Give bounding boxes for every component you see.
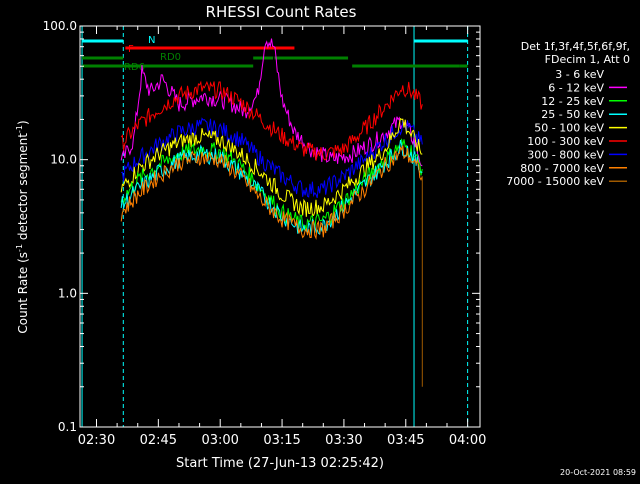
x-tick-label: 03:45	[387, 433, 424, 448]
x-tick-label: 03:30	[325, 433, 362, 448]
legend-entry-label: 6 - 12 keV	[548, 81, 604, 94]
legend-entry-label: 800 - 7000 keV	[520, 162, 604, 175]
x-tick-label: 02:45	[140, 433, 177, 448]
x-tick-label: 02:30	[78, 433, 115, 448]
x-tick-label: 04:00	[449, 433, 486, 448]
y-axis-label-sup: -1	[15, 244, 24, 252]
y-tick-label: 0.1	[58, 420, 77, 434]
y-axis-label-main: Count Rate (s	[16, 252, 30, 334]
y-tick-label: 10.0	[50, 153, 77, 167]
legend-entry-label: 3 - 6 keV	[555, 68, 604, 81]
axes-layer: 0.1 1.0 10.0 100.0 02:30 02:45 03:00 03:15 03:30…	[43, 19, 487, 448]
plot-frame	[79, 25, 481, 428]
y-axis-label-sup2: -1	[15, 125, 24, 133]
legend-layer: Det 1f,3f,4f,5f,6f,9f,FDecim 1, Att 0 3 -…	[506, 40, 630, 188]
legend-entry-label: 12 - 25 keV	[541, 95, 604, 108]
plot-timestamp: 20-Oct-2021 08:59	[560, 468, 636, 477]
legend-entry-label: 7000 - 15000 keV	[506, 175, 604, 188]
flag-label-rd0: RD0	[160, 52, 181, 63]
legend-entry-label: 25 - 50 keV	[541, 108, 604, 121]
series-line-4	[121, 117, 423, 199]
series-line-3	[120, 80, 423, 161]
series-line-6	[120, 138, 423, 232]
y-axis-label: Count Rate (s-1 detector segment-1)	[15, 120, 30, 333]
flag-label-f: F	[128, 44, 134, 55]
series-line-2	[120, 38, 423, 167]
x-tick-label: 03:00	[201, 433, 238, 448]
x-tick-label: 03:15	[263, 433, 300, 448]
x-axis-label: Start Time (27-Jun-13 02:25:42)	[176, 456, 384, 471]
series-line-8	[120, 145, 423, 240]
plot-layer: N F RD0 RD6	[81, 26, 469, 427]
y-tick-label: 1.0	[58, 286, 77, 300]
legend-entry-label: 300 - 800 keV	[527, 148, 604, 161]
chart-title: RHESSI Count Rates	[206, 3, 357, 21]
legend-header-line: FDecim 1, Att 0	[545, 53, 630, 66]
legend-entry-label: 100 - 300 keV	[527, 135, 604, 148]
flag-label-rd6: RD6	[124, 62, 145, 73]
series-line-5	[120, 117, 423, 217]
legend-header-line: Det 1f,3f,4f,5f,6f,9f,	[521, 40, 630, 53]
legend-entry-label: 50 - 100 keV	[534, 122, 604, 135]
y-tick-label: 100.0	[43, 19, 77, 33]
flag-label-n: N	[148, 35, 155, 46]
y-axis-label-tail: detector segment	[16, 133, 30, 244]
y-axis-label-close: )	[16, 120, 30, 125]
